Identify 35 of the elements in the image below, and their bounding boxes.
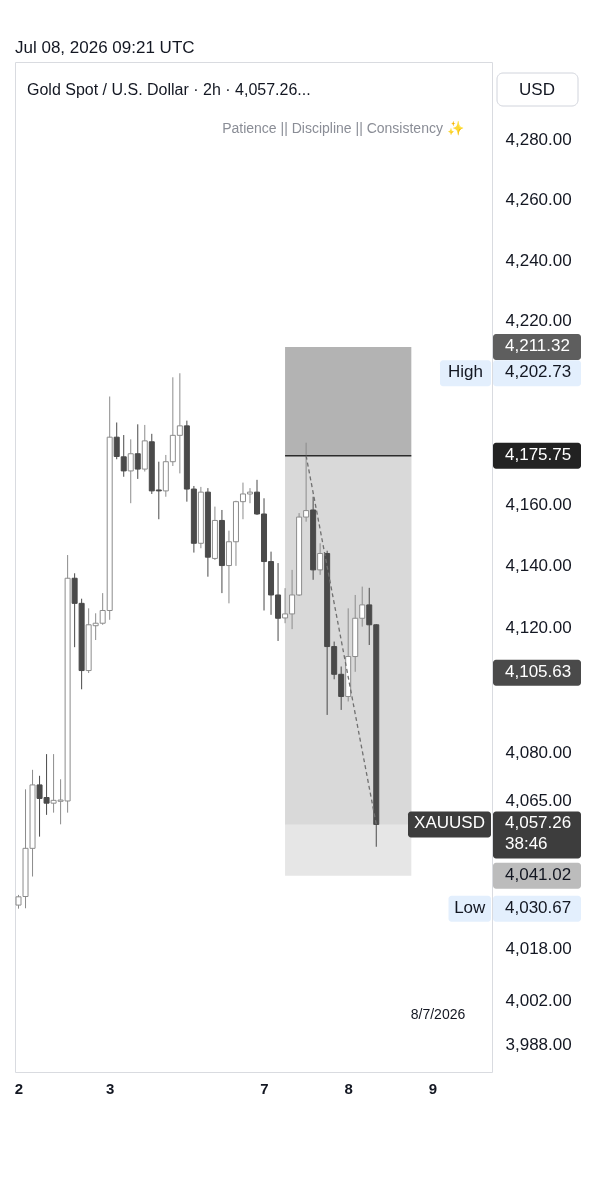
annotation: Low [454, 897, 487, 917]
annotation: 8/7/2026 [410, 1006, 466, 1022]
y-tick-label: 4,120.00 [505, 618, 572, 638]
x-tick-label: 7 [260, 1079, 269, 1097]
annotation: High [448, 362, 483, 382]
y-tick-label: 4,220.00 [505, 311, 572, 331]
text: 4,030.67 [505, 897, 572, 917]
y-tick-label: 3,988.00 [505, 1035, 572, 1055]
y-tick-label: 4,002.00 [505, 990, 572, 1010]
y-tick-label: 4,280.00 [505, 130, 572, 150]
text: 4,105.63 [505, 661, 572, 681]
y-tick-label: 4,260.00 [505, 190, 572, 210]
x-tick-label: 8 [344, 1079, 353, 1097]
x-tick-label: 2 [14, 1079, 24, 1097]
x-tick-label: 3 [106, 1079, 115, 1097]
text: 4,211.32 [505, 336, 570, 356]
text: Gold Spot / U.S. Dollar · 2h · 4,057.26... [27, 81, 311, 98]
candlestick [134, 423, 141, 480]
candlestick [317, 542, 324, 576]
text: 4,202.73 [505, 362, 572, 382]
text: Patience || Discipline || Consistency ✨ [222, 120, 464, 136]
y-tick-label: 4,065.00 [505, 790, 572, 810]
text: Jul 08, 2026 09:21 UTC [15, 38, 195, 57]
y-tick-label: 4,140.00 [505, 556, 572, 576]
text: 4,175.75 [505, 444, 572, 464]
annotation: XAUUSD [414, 813, 485, 833]
x-tick-label: 9 [428, 1079, 438, 1097]
text: 4,041.02 [505, 864, 572, 884]
text: 4,057.26 38:46 [505, 813, 572, 854]
y-tick-label: 4,080.00 [505, 743, 572, 763]
y-tick-label: 4,240.00 [505, 250, 572, 270]
text: USD [519, 80, 555, 99]
candlestick [127, 438, 134, 504]
y-tick-label: 4,018.00 [505, 939, 572, 959]
y-tick-label: 4,160.00 [505, 494, 572, 514]
